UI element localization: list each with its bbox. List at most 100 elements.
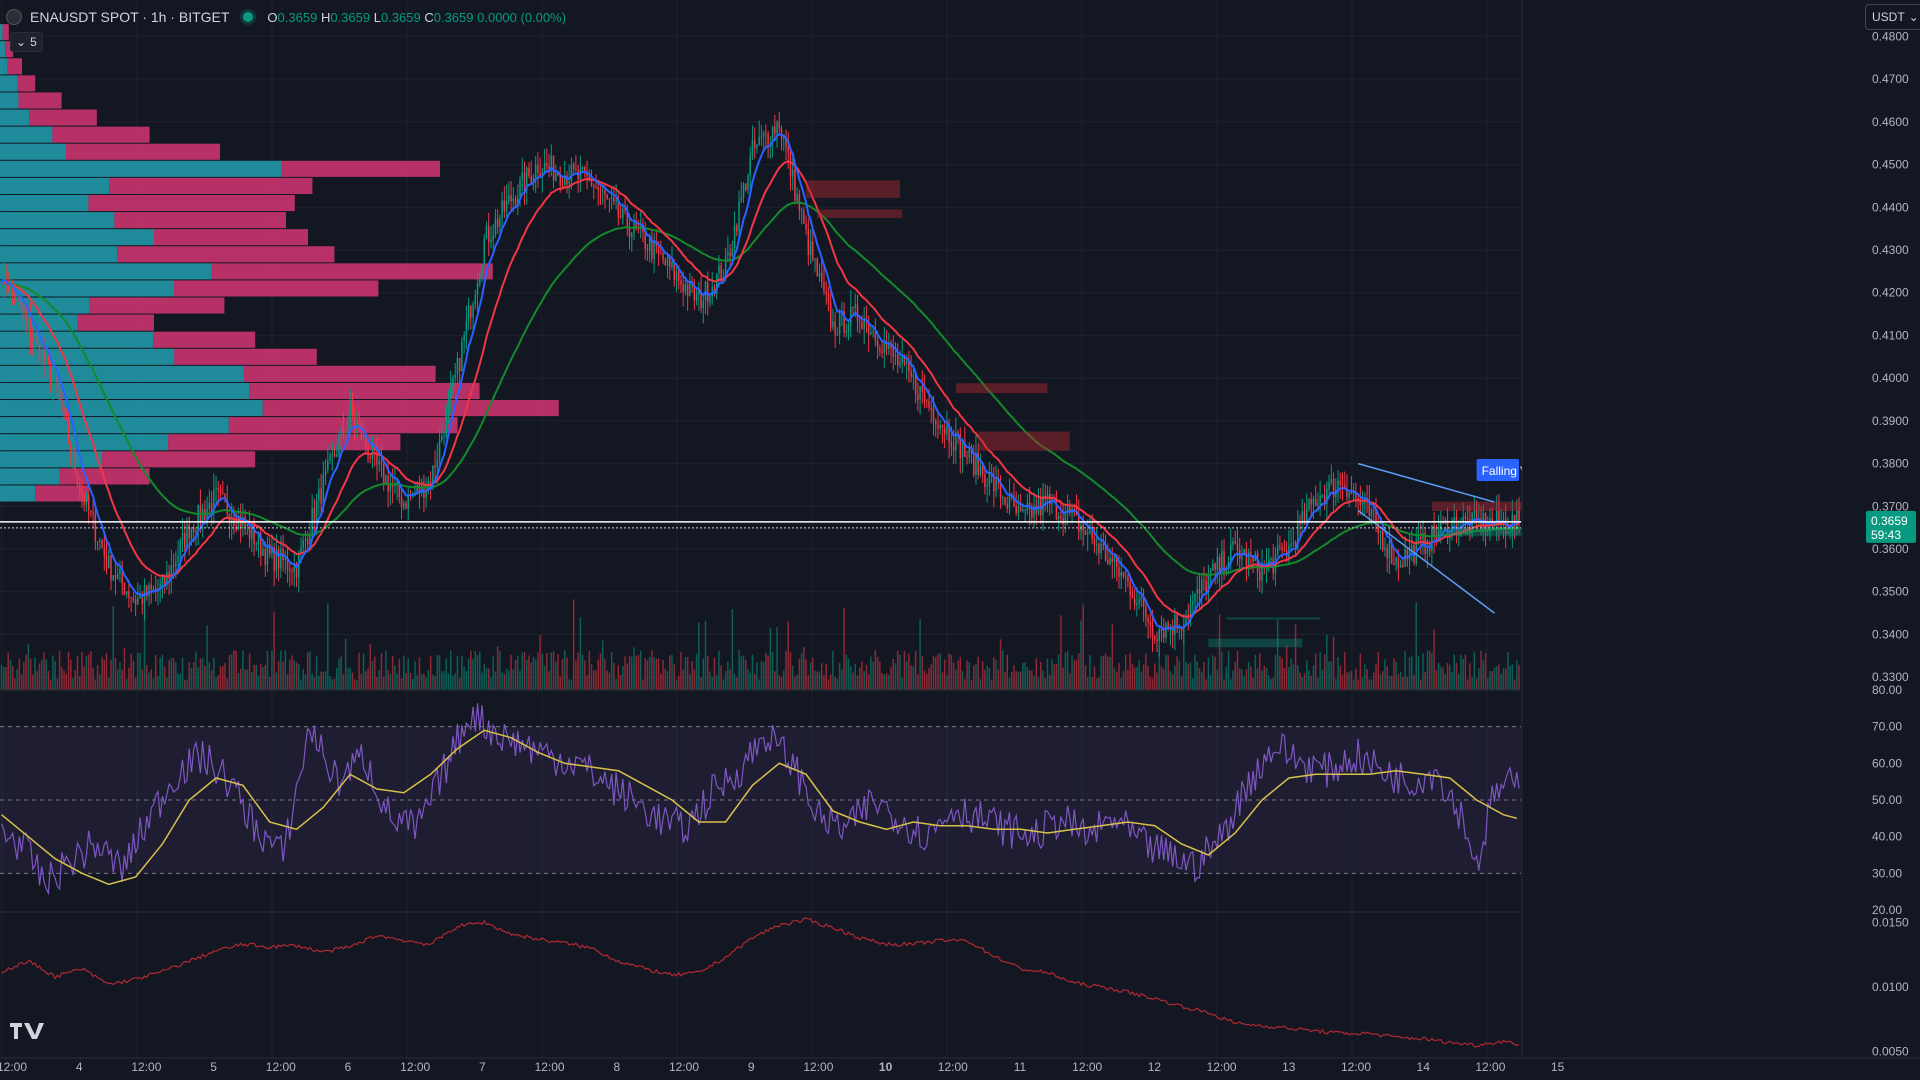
volume-bar [425, 677, 427, 690]
vp-down-bar [52, 126, 150, 143]
volume-bar [852, 672, 854, 690]
candle-body [1205, 581, 1207, 593]
volume-bar [405, 672, 407, 690]
candle-body [452, 377, 454, 387]
price-tick-label: 0.3500 [1872, 585, 1909, 599]
candle-body [320, 488, 322, 504]
candle-body [195, 531, 197, 533]
candle-body [1165, 623, 1167, 638]
time-tick-label: 12:00 [535, 1060, 565, 1074]
indicators-collapse-button[interactable]: ⌄ 5 [10, 32, 43, 52]
candle-body [1232, 541, 1234, 545]
ma-fast-line [0, 133, 1520, 631]
candle-body [503, 200, 506, 212]
volume-bar [1455, 662, 1458, 690]
volume-bar [222, 666, 224, 690]
volume-bar [1207, 657, 1210, 690]
candle-body [847, 325, 850, 332]
candle-body [1024, 509, 1026, 511]
vp-down-bar [262, 400, 559, 417]
candle-body [776, 122, 778, 134]
candle-body [1411, 545, 1413, 551]
volume-bar [836, 678, 839, 690]
candle-body [454, 374, 456, 378]
volume-bar [1274, 654, 1277, 690]
candle-body [648, 238, 651, 251]
candle-body [1162, 631, 1165, 638]
candle-body [939, 424, 941, 429]
volume-bar [347, 668, 349, 690]
candle-body [291, 571, 293, 573]
volume-bar [443, 671, 445, 690]
volume-bar [715, 675, 718, 690]
volume-bar [1218, 614, 1221, 690]
volume-bar [1303, 673, 1306, 690]
volume-bar [304, 674, 307, 690]
volume-bar [812, 658, 814, 690]
volume-bar [286, 674, 289, 690]
volume-bar [1205, 679, 1207, 690]
candle-body [447, 398, 450, 409]
vp-up-bar [0, 417, 229, 434]
volume-bar [1440, 666, 1442, 690]
candle-body [1473, 510, 1476, 513]
candle-body [845, 331, 848, 333]
rsi-tick-label: 60.00 [1872, 756, 1902, 770]
volume-bar [445, 658, 448, 690]
volume-bar [917, 674, 919, 690]
candle-body [666, 256, 669, 266]
volume-bar [295, 662, 298, 690]
candle-body [514, 198, 517, 205]
volume-bar [1373, 672, 1375, 690]
vp-down-bar [117, 246, 335, 263]
vp-up-bar [0, 485, 36, 502]
volume-bar [121, 669, 123, 690]
candle-body [756, 144, 758, 149]
candle-body [894, 354, 897, 357]
rsi-tick-label: 70.00 [1872, 720, 1902, 734]
candle-body [1346, 488, 1348, 498]
volume-bar [78, 676, 81, 690]
volume-bar [1234, 661, 1236, 690]
volume-bar [834, 676, 836, 690]
symbol-title[interactable]: ENAUSDT SPOT · 1h · BITGET [30, 9, 230, 25]
volume-bar [242, 650, 244, 690]
candle-body [1019, 506, 1022, 511]
ohlc-values: O0.3659 H0.3659 L0.3659 C0.3659 0.0000 (… [267, 10, 566, 25]
vp-down-bar [2, 24, 9, 41]
volume-bar [1330, 661, 1333, 690]
supply-zone [1431, 501, 1566, 512]
vp-up-bar [0, 314, 77, 331]
candle-body [1375, 510, 1377, 523]
currency-selector[interactable]: USDT ⌄ [1865, 4, 1920, 30]
volume-bar [1305, 660, 1308, 690]
candle-body [814, 258, 816, 260]
volume-bar [70, 659, 72, 690]
candle-body [785, 137, 787, 148]
volume-bar [1064, 652, 1067, 690]
volume-bar [465, 671, 468, 690]
candle-body [338, 436, 340, 456]
candle-body [899, 362, 901, 366]
volume-bar [148, 672, 150, 690]
volume-bar [537, 652, 539, 690]
volume-bar [517, 656, 519, 690]
volume-bar [1095, 678, 1098, 690]
candle-body [1290, 543, 1292, 546]
volume-bar [47, 670, 50, 690]
candle-body [805, 223, 807, 230]
candle-body [964, 442, 966, 457]
volume-bar [1178, 660, 1181, 690]
candle-body [1464, 516, 1467, 519]
candle-body [94, 514, 97, 542]
candle-body [1305, 508, 1308, 525]
volume-bar [1174, 665, 1176, 690]
candle-body [1116, 554, 1118, 568]
volume-bar [534, 659, 537, 690]
candle-body [9, 283, 12, 293]
volume-bar [36, 671, 39, 690]
candle-body [458, 357, 461, 372]
volume-bar [751, 654, 754, 690]
volume-bar [293, 659, 296, 690]
